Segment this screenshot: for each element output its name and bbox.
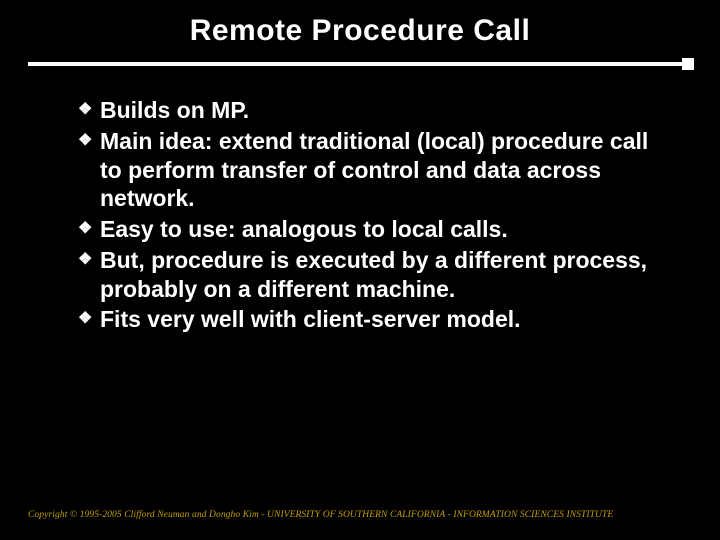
diamond-bullet-icon: ❖ [78, 217, 92, 240]
bullet-text: Builds on MP. [100, 97, 249, 123]
list-item: ❖ Fits very well with client-server mode… [78, 305, 660, 334]
bullet-text: Fits very well with client-server model. [100, 306, 521, 332]
title-rule [28, 58, 692, 72]
bullet-text: Easy to use: analogous to local calls. [100, 216, 508, 242]
rule-end-box [682, 58, 694, 70]
content-area: ❖ Builds on MP. ❖ Main idea: extend trad… [78, 96, 660, 334]
list-item: ❖ Main idea: extend traditional (local) … [78, 127, 660, 213]
bullet-text: Main idea: extend traditional (local) pr… [100, 128, 648, 212]
diamond-bullet-icon: ❖ [78, 248, 92, 271]
diamond-bullet-icon: ❖ [78, 129, 92, 152]
list-item: ❖ Easy to use: analogous to local calls. [78, 215, 660, 244]
rule-line [28, 62, 692, 66]
slide: Remote Procedure Call ❖ Builds on MP. ❖ … [0, 0, 720, 540]
diamond-bullet-icon: ❖ [78, 307, 92, 330]
bullet-text: But, procedure is executed by a differen… [100, 247, 647, 302]
slide-title: Remote Procedure Call [0, 0, 720, 58]
list-item: ❖ Builds on MP. [78, 96, 660, 125]
copyright-footer: Copyright © 1995-2005 Clifford Neuman an… [28, 510, 613, 520]
list-item: ❖ But, procedure is executed by a differ… [78, 246, 660, 304]
diamond-bullet-icon: ❖ [78, 98, 92, 121]
